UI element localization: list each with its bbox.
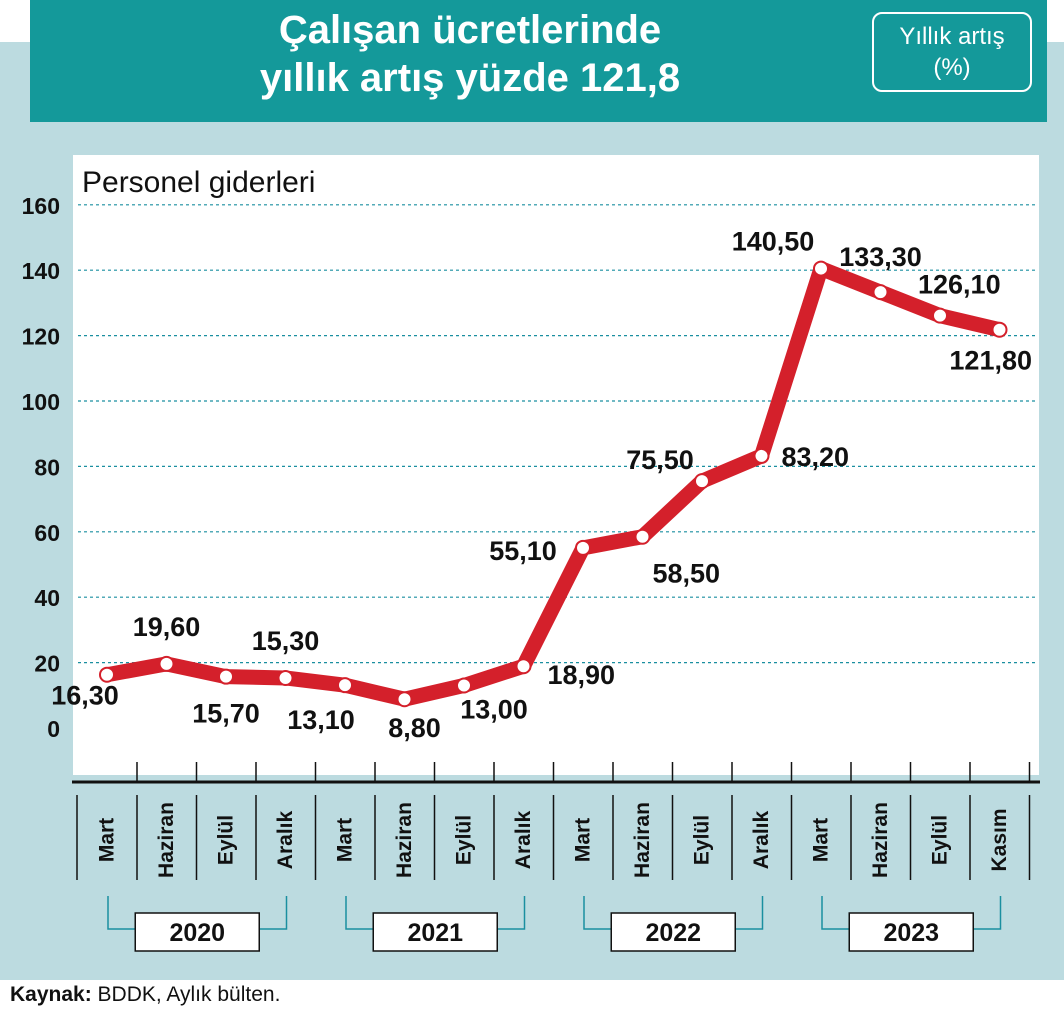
x-tick-label: Mart <box>572 818 595 862</box>
source-text: BDDK, Aylık bülten. <box>91 983 281 1006</box>
data-label: 19,60 <box>133 612 201 642</box>
data-point <box>218 668 234 685</box>
x-tick-label: Mart <box>334 818 357 862</box>
data-point <box>694 473 710 490</box>
y-tick-label: 100 <box>22 389 60 415</box>
year-box <box>134 912 260 952</box>
data-label: 13,00 <box>460 694 528 724</box>
year-box <box>610 912 736 952</box>
unit-line-2: (%) <box>933 54 971 81</box>
y-tick-label: 160 <box>22 193 60 219</box>
header-banner: Çalışan ücretlerinde yıllık artış yüzde … <box>30 0 1047 122</box>
y-tick-label: 80 <box>34 454 60 480</box>
data-label: 140,50 <box>732 227 815 257</box>
data-point <box>396 691 413 708</box>
title-line-1: Çalışan ücretlerinde <box>278 8 662 52</box>
data-point <box>515 658 532 675</box>
x-tick-label: Eylül <box>215 815 238 865</box>
y-tick-label: 40 <box>34 585 60 611</box>
plot-subtitle: Personel giderleri <box>82 166 315 199</box>
x-tick-label: Eylül <box>929 815 952 865</box>
unit-line-1: Yıllık artış <box>899 23 1005 50</box>
year-label: 2021 <box>407 919 463 947</box>
data-label: 121,80 <box>949 346 1032 376</box>
chart-title: Çalışan ücretlerinde yıllık artış yüzde … <box>120 6 820 102</box>
x-tick-label: Aralık <box>750 811 773 870</box>
data-point <box>753 447 770 464</box>
data-label: 16,30 <box>51 681 119 711</box>
data-label: 15,30 <box>252 626 320 656</box>
data-label: 55,10 <box>489 536 557 566</box>
source-label: Kaynak: <box>10 983 92 1006</box>
x-tick-label: Haziran <box>631 802 654 878</box>
year-box <box>848 912 974 952</box>
data-point <box>932 307 948 324</box>
data-point <box>337 677 353 694</box>
x-tick-label: Mart <box>810 818 833 862</box>
data-label: 8,80 <box>388 713 441 743</box>
x-tick-label: Haziran <box>869 802 892 878</box>
x-tick-label: Eylül <box>453 815 476 865</box>
x-tick-label: Kasım <box>988 808 1011 871</box>
x-tick-label: Aralık <box>274 811 297 870</box>
year-label: 2023 <box>883 919 939 947</box>
x-tick-label: Haziran <box>393 802 416 878</box>
data-label: 126,10 <box>918 270 1001 300</box>
x-tick-label: Mart <box>96 818 119 862</box>
title-line-2: yıllık artış yüzde 121,8 <box>259 56 681 100</box>
y-tick-label: 0 <box>47 716 60 742</box>
data-point <box>991 321 1008 338</box>
data-point <box>277 669 294 686</box>
data-point <box>575 539 591 556</box>
data-label: 13,10 <box>287 705 355 735</box>
data-point <box>456 677 472 694</box>
y-tick-label: 60 <box>34 520 60 546</box>
y-tick-label: 140 <box>22 258 60 284</box>
unit-box: Yıllık artış (%) <box>872 12 1032 92</box>
data-point <box>813 260 829 277</box>
y-tick-label: 120 <box>22 324 60 350</box>
year-label: 2020 <box>169 919 225 947</box>
data-label: 75,50 <box>626 445 694 475</box>
data-label: 58,50 <box>653 559 721 589</box>
data-point <box>634 528 651 545</box>
data-label: 15,70 <box>192 699 260 729</box>
x-tick-label: Haziran <box>155 802 178 878</box>
y-tick-label: 20 <box>34 651 60 677</box>
source-note: Kaynak: BDDK, Aylık bülten. <box>10 983 280 1007</box>
data-point <box>872 284 889 301</box>
x-tick-label: Aralık <box>512 811 535 870</box>
data-label: 133,30 <box>839 242 922 272</box>
year-label: 2022 <box>645 919 701 947</box>
data-point <box>158 655 175 672</box>
year-box <box>372 912 498 952</box>
x-tick-label: Eylül <box>691 815 714 865</box>
data-point <box>99 666 115 683</box>
data-label: 18,90 <box>548 660 616 690</box>
series-line <box>99 261 1007 707</box>
data-label: 83,20 <box>782 442 850 472</box>
